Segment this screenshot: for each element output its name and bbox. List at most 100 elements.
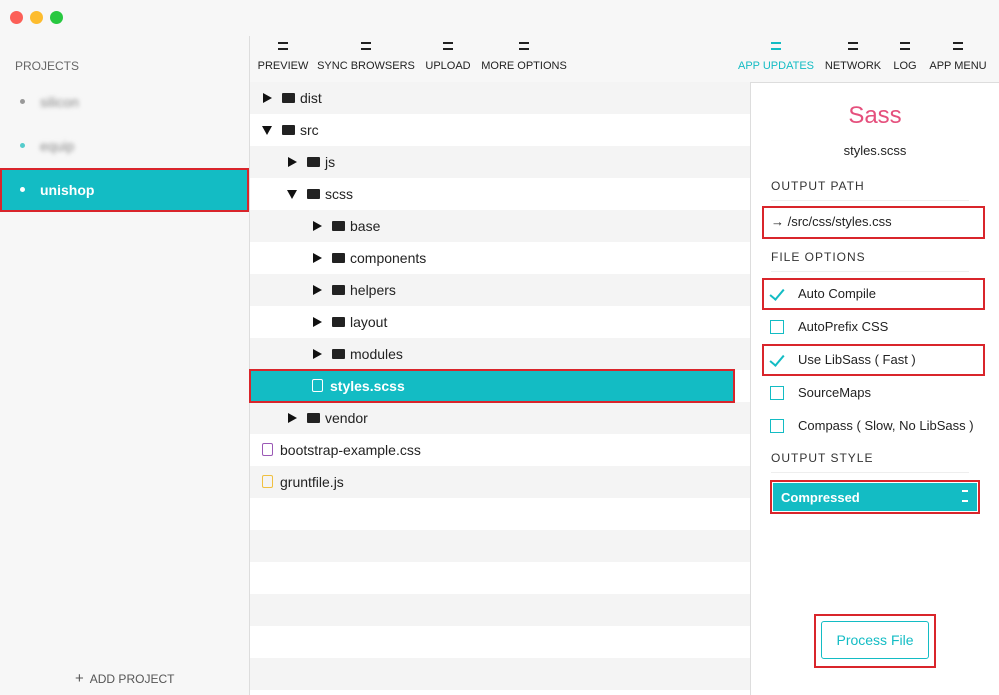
add-project[interactable]: + ADD PROJECT <box>75 670 175 687</box>
project-name[interactable]: silicon <box>40 94 79 110</box>
project-name[interactable]: unishop <box>40 182 95 198</box>
highlight <box>762 206 985 239</box>
section-label: OUTPUT PATH <box>771 179 969 201</box>
tree-row-bg <box>250 658 750 690</box>
tree-item-label[interactable]: src <box>300 122 319 138</box>
arrow-closed[interactable] <box>288 157 297 167</box>
tree-item-label[interactable]: base <box>350 218 381 234</box>
tree-item-label[interactable]: components <box>350 250 427 266</box>
folder-icon <box>282 93 295 103</box>
project-bullet <box>20 143 25 148</box>
checkbox[interactable] <box>770 320 784 334</box>
folder-icon <box>307 413 320 423</box>
file-icon <box>312 379 323 392</box>
checkbox[interactable] <box>770 386 784 400</box>
arrow-closed[interactable] <box>313 317 322 327</box>
tree-row-bg <box>250 402 750 434</box>
toolbar-icon <box>443 42 453 50</box>
arrow-closed[interactable] <box>313 253 322 263</box>
toolbar-icon <box>278 42 288 50</box>
tree-item-label[interactable]: layout <box>350 314 388 330</box>
tree-item-label[interactable]: js <box>325 154 336 170</box>
arrow-closed[interactable] <box>263 93 272 103</box>
tree-row-selected <box>250 370 735 402</box>
tree-item-label[interactable]: dist <box>300 90 322 106</box>
folder-icon <box>332 285 345 295</box>
highlight <box>762 344 985 376</box>
section-label: OUTPUT STYLE <box>771 451 969 473</box>
toolbar-icon <box>900 42 910 50</box>
section-label: FILE OPTIONS <box>771 250 969 272</box>
select-arrows <box>962 490 968 502</box>
file-icon <box>262 475 273 488</box>
output-path[interactable]: → /src/css/styles.css <box>771 214 892 229</box>
add-project-label: ADD PROJECT <box>89 672 175 686</box>
folder-icon <box>307 189 320 199</box>
folder-icon <box>332 349 345 359</box>
tree-row-bg <box>250 594 750 626</box>
zoom-button[interactable] <box>50 11 63 24</box>
tree-item-label[interactable]: scss <box>325 186 353 202</box>
folder-icon <box>332 221 345 231</box>
project-bullet <box>20 187 25 192</box>
toolbar-button[interactable]: APP MENU <box>929 60 987 72</box>
option-label[interactable]: Auto Compile <box>798 286 877 301</box>
project-row-active <box>0 169 248 211</box>
tree-row-bg <box>250 274 750 306</box>
toolbar-icon <box>361 42 371 50</box>
toolbar-button[interactable]: MORE OPTIONS <box>481 60 567 72</box>
toolbar-icon <box>953 42 963 50</box>
arrow-open[interactable] <box>287 190 297 199</box>
option-label[interactable]: Use LibSass ( Fast ) <box>798 352 916 367</box>
checkbox[interactable] <box>770 419 784 433</box>
option-label[interactable]: AutoPrefix CSS <box>798 319 889 334</box>
divider <box>750 82 751 695</box>
tree-item-label[interactable]: vendor <box>325 410 368 426</box>
tree-item-label[interactable]: bootstrap-example.css <box>280 442 421 458</box>
panel-file: styles.scss <box>843 143 907 158</box>
title-bar <box>0 0 999 36</box>
tree-row-bg <box>250 146 750 178</box>
tree-item-label[interactable]: helpers <box>350 282 396 298</box>
arrow-closed[interactable] <box>313 285 322 295</box>
tree-item-label[interactable]: modules <box>350 346 403 362</box>
tree-item-label[interactable]: gruntfile.js <box>280 474 344 490</box>
panel-title: Sass <box>848 102 902 129</box>
project-bullet <box>20 99 25 104</box>
toolbar-icon <box>519 42 529 50</box>
highlight <box>762 278 985 310</box>
option-label[interactable]: SourceMaps <box>798 385 871 400</box>
close-button[interactable] <box>10 11 23 24</box>
highlight <box>814 614 936 668</box>
toolbar-button[interactable]: SYNC BROWSERS <box>317 60 415 72</box>
toolbar-button[interactable]: NETWORK <box>824 60 882 72</box>
option-label[interactable]: Compass ( Slow, No LibSass ) <box>798 418 974 433</box>
project-name[interactable]: equip <box>40 138 75 154</box>
highlight <box>0 168 249 212</box>
output-style-value: Compressed <box>781 490 860 505</box>
file-icon <box>262 443 273 456</box>
output-style-select[interactable]: Compressed <box>773 483 977 511</box>
button-label: Process File <box>836 632 914 648</box>
arrow-open[interactable] <box>262 126 272 135</box>
toolbar-button[interactable]: PREVIEW <box>257 60 309 72</box>
tree-row-bg <box>250 530 750 562</box>
toolbar-icon <box>848 42 858 50</box>
toolbar-button[interactable]: APP UPDATES <box>737 60 814 72</box>
folder-icon <box>332 317 345 327</box>
toolbar-button[interactable]: UPLOAD <box>425 60 471 72</box>
arrow-closed[interactable] <box>313 349 322 359</box>
toolbar-button[interactable]: LOG <box>893 60 917 72</box>
minimize-button[interactable] <box>30 11 43 24</box>
arrow-closed[interactable] <box>288 413 297 423</box>
highlight <box>770 480 980 514</box>
sidebar <box>0 36 250 695</box>
tree-item-label[interactable]: styles.scss <box>330 378 405 394</box>
toolbar-icon <box>771 42 781 50</box>
arrow-closed[interactable] <box>313 221 322 231</box>
tree-row-bg <box>250 210 750 242</box>
highlight <box>249 369 735 403</box>
tree-row-bg <box>250 466 750 498</box>
process-file-button[interactable]: Process File <box>821 621 929 659</box>
